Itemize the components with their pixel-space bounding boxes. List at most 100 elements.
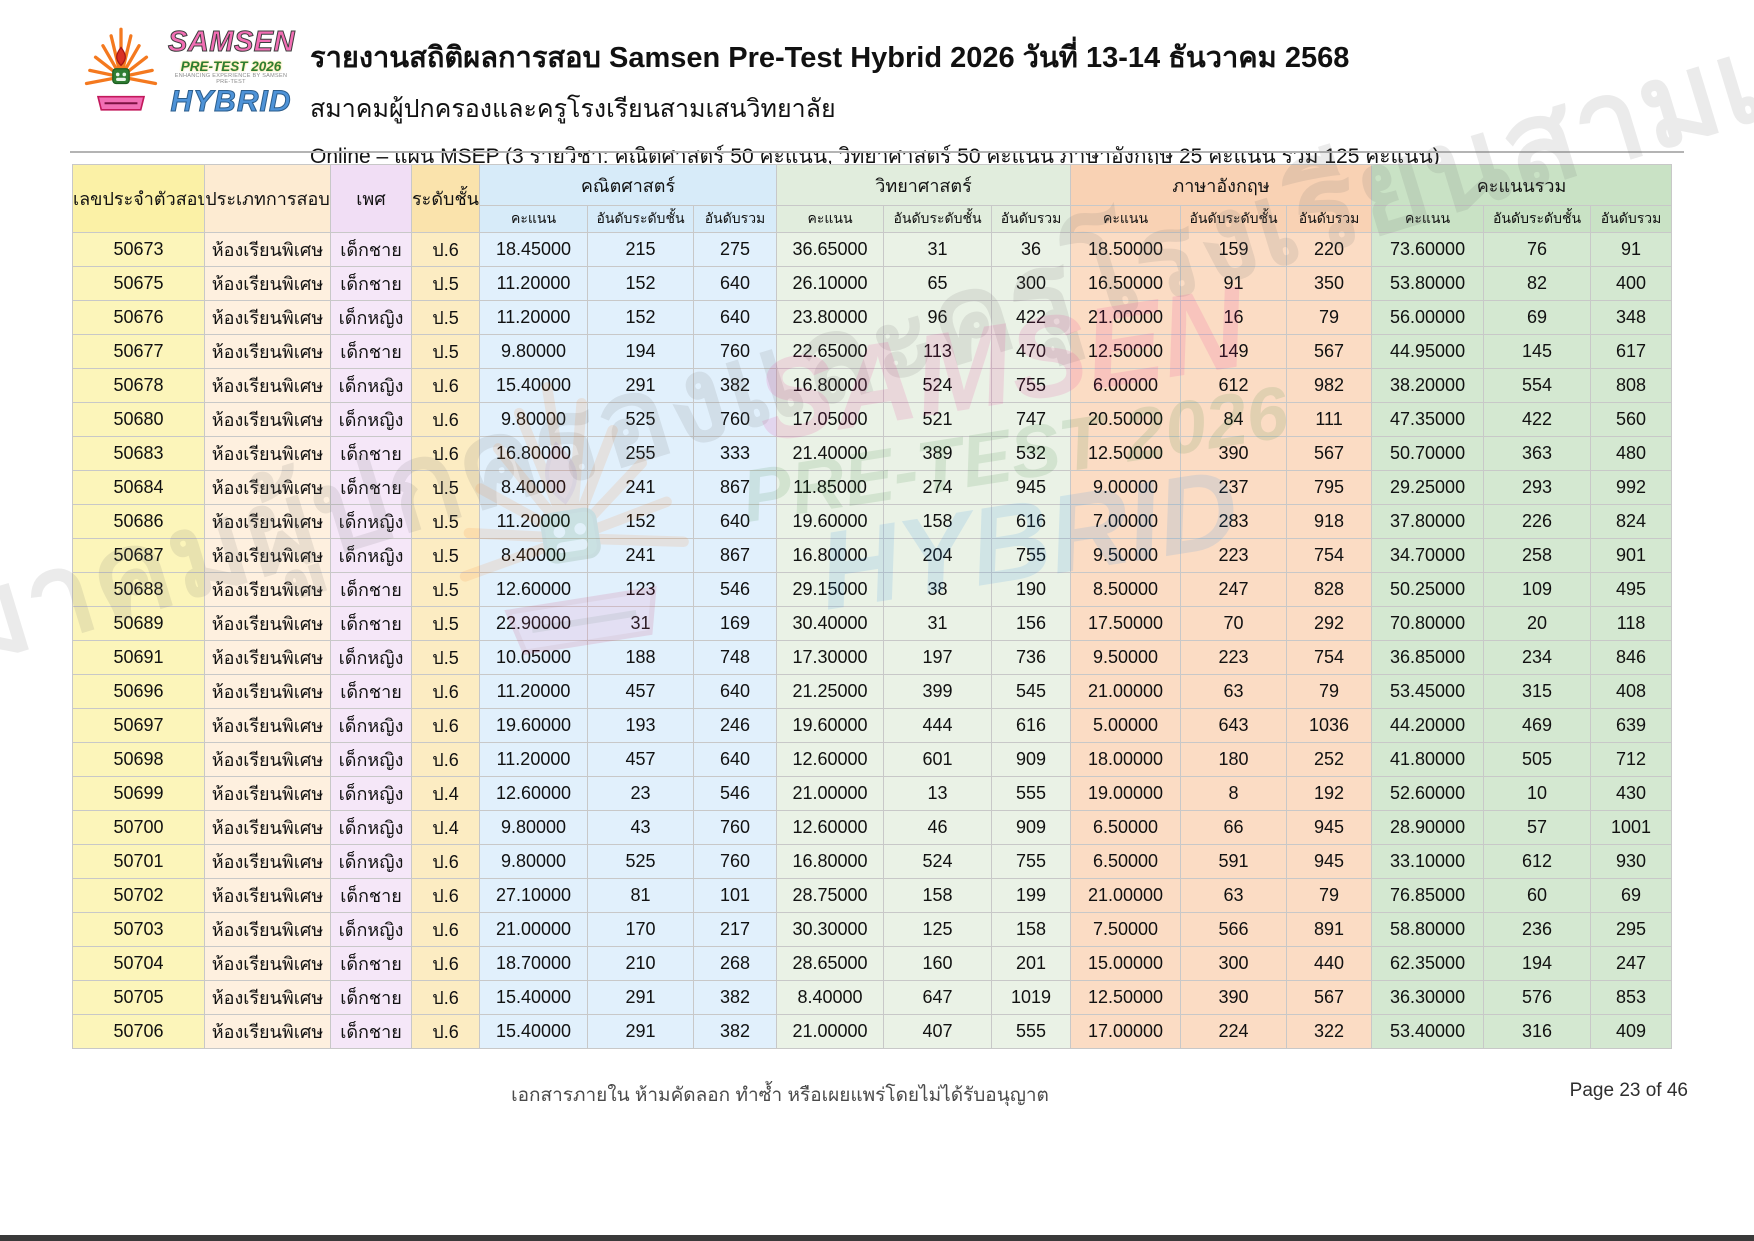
cell-total-class-rank: 60: [1483, 878, 1592, 913]
page-number: Page 23 of 46: [1569, 1080, 1688, 1101]
cell-total-class-rank: 469: [1483, 708, 1592, 743]
cell-eng-overall-rank: 982: [1286, 368, 1373, 403]
cell-exam-type: ห้องเรียนพิเศษ: [204, 538, 331, 573]
cell-grade: ป.5: [411, 606, 480, 641]
cell-gender: เด็กหญิง: [330, 640, 412, 675]
cell-exam-id: 50680: [72, 402, 205, 437]
cell-total-score: 50.25000: [1371, 572, 1485, 607]
cell-exam-type: ห้องเรียนพิเศษ: [204, 402, 331, 437]
cell-sci-class-rank: 46: [883, 810, 993, 845]
cell-sci-score: 12.60000: [776, 810, 885, 845]
cell-sci-score: 16.80000: [776, 368, 885, 403]
cell-math-score: 12.60000: [479, 572, 588, 607]
cell-exam-id: 50678: [72, 368, 205, 403]
cell-total-class-rank: 422: [1483, 402, 1592, 437]
cell-sci-overall-rank: 555: [991, 776, 1072, 811]
cell-grade: ป.5: [411, 300, 480, 335]
cell-exam-type: ห้องเรียนพิเศษ: [204, 912, 331, 947]
cell-math-overall-rank: 640: [692, 674, 778, 709]
cell-eng-class-rank: 66: [1180, 810, 1288, 845]
col-header-exam-type: ประเภทการสอบ: [204, 164, 331, 233]
cell-math-score: 9.80000: [479, 810, 588, 845]
cell-math-overall-rank: 268: [692, 946, 778, 981]
cell-total-class-rank: 612: [1483, 844, 1592, 879]
cell-sci-score: 8.40000: [776, 980, 885, 1015]
cell-math-score: 11.20000: [479, 504, 588, 539]
cell-math-class-rank: 81: [587, 878, 694, 913]
table-row: 50683 ห้องเรียนพิเศษ เด็กชาย ป.6 16.80000 255…: [72, 436, 1673, 471]
cell-gender: เด็กหญิง: [330, 708, 412, 743]
cell-math-score: 18.45000: [479, 232, 588, 267]
cell-eng-class-rank: 8: [1180, 776, 1288, 811]
cell-total-score: 41.80000: [1371, 742, 1485, 777]
cell-exam-type: ห้องเรียนพิเศษ: [204, 640, 331, 675]
cell-sci-class-rank: 274: [883, 470, 993, 505]
table-row: 50691 ห้องเรียนพิเศษ เด็กหญิง ป.5 10.05000 18…: [72, 640, 1673, 675]
cell-exam-id: 50700: [72, 810, 205, 845]
cell-math-class-rank: 255: [587, 436, 694, 471]
cell-eng-class-rank: 223: [1180, 640, 1288, 675]
cell-eng-score: 5.00000: [1070, 708, 1182, 743]
cell-exam-id: 50677: [72, 334, 205, 369]
cell-math-overall-rank: 760: [692, 402, 778, 437]
sub-header-math-overall-rank: อันดับรวม: [692, 205, 778, 233]
cell-total-score: 52.60000: [1371, 776, 1485, 811]
logo-hybrid-text: HYBRID: [170, 84, 292, 118]
cell-math-overall-rank: 867: [692, 470, 778, 505]
cell-eng-score: 12.50000: [1070, 334, 1182, 369]
cell-sci-class-rank: 521: [883, 402, 993, 437]
cell-total-overall-rank: 1001: [1590, 810, 1673, 845]
cell-total-score: 53.80000: [1371, 266, 1485, 301]
cell-exam-type: ห้องเรียนพิเศษ: [204, 572, 331, 607]
cell-exam-id: 50704: [72, 946, 205, 981]
cell-sci-class-rank: 524: [883, 844, 993, 879]
cell-math-score: 11.20000: [479, 742, 588, 777]
cell-total-class-rank: 10: [1483, 776, 1592, 811]
cell-total-overall-rank: 495: [1590, 572, 1673, 607]
cell-grade: ป.6: [411, 1014, 480, 1049]
cell-sci-score: 11.85000: [776, 470, 885, 505]
cell-total-score: 36.30000: [1371, 980, 1485, 1015]
sub-header-eng-score: คะแนน: [1070, 205, 1182, 233]
cell-exam-id: 50689: [72, 606, 205, 641]
cell-sci-overall-rank: 909: [991, 742, 1072, 777]
cell-total-score: 53.40000: [1371, 1014, 1485, 1049]
cell-exam-id: 50686: [72, 504, 205, 539]
cell-grade: ป.6: [411, 742, 480, 777]
title-block: รายงานสถิติผลการสอบ Samsen Pre-Test Hybr…: [310, 26, 1440, 173]
cell-eng-overall-rank: 79: [1286, 878, 1373, 913]
cell-eng-class-rank: 247: [1180, 572, 1288, 607]
cell-gender: เด็กหญิง: [330, 844, 412, 879]
cell-sci-score: 28.75000: [776, 878, 885, 913]
cell-exam-type: ห้องเรียนพิเศษ: [204, 946, 331, 981]
cell-total-score: 50.70000: [1371, 436, 1485, 471]
cell-total-score: 53.45000: [1371, 674, 1485, 709]
cell-eng-score: 19.00000: [1070, 776, 1182, 811]
cell-sci-class-rank: 389: [883, 436, 993, 471]
cell-total-class-rank: 258: [1483, 538, 1592, 573]
cell-eng-class-rank: 63: [1180, 674, 1288, 709]
cell-sci-overall-rank: 616: [991, 504, 1072, 539]
cell-sci-score: 36.65000: [776, 232, 885, 267]
group-header-total: คะแนนรวม: [1371, 164, 1673, 206]
cell-math-overall-rank: 275: [692, 232, 778, 267]
cell-math-class-rank: 23: [587, 776, 694, 811]
cell-eng-score: 7.00000: [1070, 504, 1182, 539]
cell-total-overall-rank: 712: [1590, 742, 1673, 777]
cell-eng-score: 12.50000: [1070, 980, 1182, 1015]
cell-grade: ป.6: [411, 912, 480, 947]
cell-gender: เด็กชาย: [330, 980, 412, 1015]
cell-total-class-rank: 315: [1483, 674, 1592, 709]
cell-math-overall-rank: 867: [692, 538, 778, 573]
cell-sci-class-rank: 13: [883, 776, 993, 811]
cell-eng-class-rank: 63: [1180, 878, 1288, 913]
cell-exam-id: 50699: [72, 776, 205, 811]
cell-eng-score: 6.00000: [1070, 368, 1182, 403]
cell-math-class-rank: 241: [587, 538, 694, 573]
cell-total-overall-rank: 91: [1590, 232, 1673, 267]
cell-math-class-rank: 291: [587, 980, 694, 1015]
cell-grade: ป.5: [411, 334, 480, 369]
cell-grade: ป.4: [411, 776, 480, 811]
cell-grade: ป.4: [411, 810, 480, 845]
cell-grade: ป.6: [411, 946, 480, 981]
